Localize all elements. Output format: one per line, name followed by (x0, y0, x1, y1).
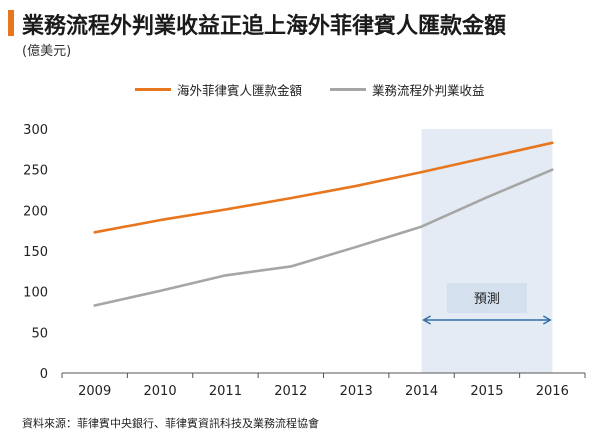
x-tick-label: 2015 (470, 384, 503, 399)
y-tick-label: 300 (23, 123, 48, 138)
legend-label-bpo-revenue: 業務流程外判業收益 (372, 83, 485, 98)
forecast-arrow-left-head (422, 315, 431, 325)
forecast-label-box (446, 283, 527, 313)
chart-title: 業務流程外判業收益正追上海外菲律賓人匯款金額 (22, 14, 507, 39)
legend-label-remittances: 海外菲律賓人匯款金額 (177, 83, 303, 98)
y-tick-label: 150 (23, 245, 48, 260)
y-tick-label: 0 (40, 367, 48, 382)
y-tick-label: 200 (23, 204, 48, 219)
legend-item-bpo-revenue: 業務流程外判業收益 (330, 80, 485, 99)
chart-legend: 海外菲律賓人匯款金額 業務流程外判業收益 (0, 80, 600, 99)
x-tick-label: 2016 (536, 384, 569, 399)
x-tick-label: 2014 (405, 384, 438, 399)
legend-swatch-orange (135, 88, 171, 91)
x-tick-label: 2011 (209, 384, 242, 399)
y-tick-label: 100 (23, 286, 48, 301)
y-tick-label: 50 (31, 326, 48, 341)
series-line-bpo-revenue (93, 168, 554, 307)
source-note: 資料來源：菲律賓中央銀行、菲律賓資訊科技及業務流程協會 (22, 417, 319, 430)
y-tick-label: 250 (23, 164, 48, 179)
legend-swatch-gray (330, 88, 366, 91)
title-accent-bar (8, 10, 14, 36)
x-tick-label: 2012 (274, 384, 307, 399)
x-tick-label: 2009 (78, 384, 111, 399)
x-tick-label: 2010 (144, 384, 177, 399)
x-tick-label: 2013 (340, 384, 373, 399)
series-line-remittances (93, 141, 554, 234)
legend-item-remittances: 海外菲律賓人匯款金額 (135, 80, 302, 99)
forecast-label: 預測 (474, 292, 500, 307)
forecast-arrow-right-head (542, 315, 552, 325)
chart-unit-label: (億美元) (22, 44, 72, 59)
forecast-shade (421, 129, 553, 373)
